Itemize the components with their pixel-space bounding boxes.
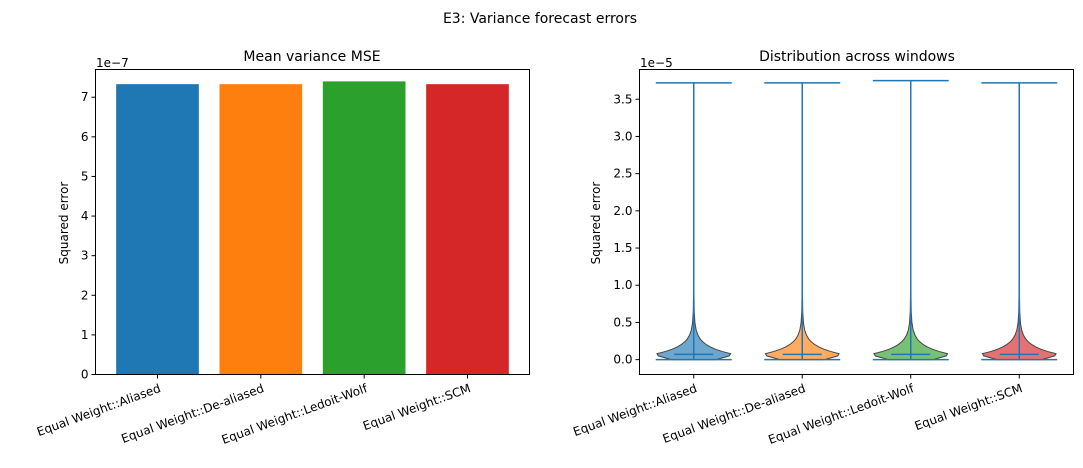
y-tick-label: 1: [81, 328, 89, 342]
figure-suptitle: E3: Variance forecast errors: [443, 11, 637, 27]
bar: [426, 84, 509, 375]
violin-chart-violins: [655, 79, 1058, 361]
bar-chart-y-ticks: 0 1 2 3 4 5 6 7: [81, 90, 96, 382]
bar-chart-offset-text: 1e−7: [96, 56, 129, 70]
y-tick-label: 4: [81, 209, 89, 223]
violin-chart-title: Distribution across windows: [759, 49, 955, 65]
y-tick-label: 3: [81, 249, 89, 263]
y-tick-label: 2: [81, 288, 89, 302]
y-tick-label: 2.5: [613, 167, 632, 181]
bar: [116, 84, 199, 375]
y-tick-label: 1.5: [613, 241, 632, 255]
y-tick-label: 3.0: [613, 129, 632, 143]
bar-chart-title: Mean variance MSE: [243, 49, 380, 65]
y-tick-label: 6: [81, 130, 89, 144]
y-tick-label: 0.5: [613, 315, 632, 329]
y-tick-label: 1.0: [613, 278, 632, 292]
y-tick-label: 7: [81, 90, 89, 104]
bar-chart-ylabel: Squared error: [57, 182, 71, 265]
violin-chart-frame: [639, 69, 1074, 375]
y-tick-label: 0.0: [613, 353, 632, 367]
violin-chart-offset-text: 1e−5: [640, 56, 673, 70]
y-tick-label: 2.0: [613, 204, 632, 218]
y-tick-label: 3.5: [613, 92, 632, 106]
bar-chart-bars: [116, 81, 509, 375]
y-tick-label: 0: [81, 368, 89, 382]
y-tick-label: 5: [81, 169, 89, 183]
bar-chart-frame: [95, 69, 530, 375]
violin-chart-y-ticks: 0.0 0.5 1.0 1.5 2.0 2.5 3.0 3.5: [613, 92, 640, 367]
bar: [322, 81, 406, 375]
violin-chart-ylabel: Squared error: [589, 182, 603, 265]
bar: [219, 84, 303, 375]
